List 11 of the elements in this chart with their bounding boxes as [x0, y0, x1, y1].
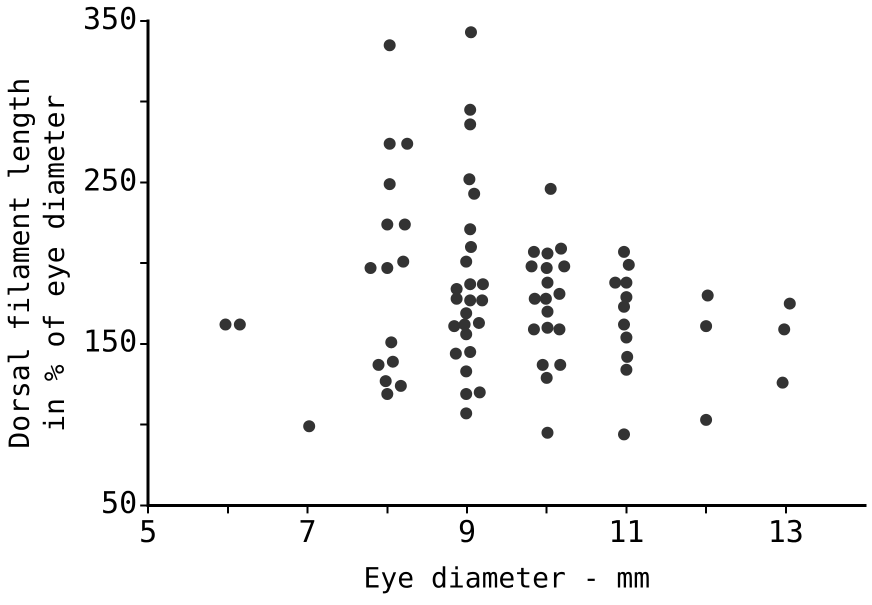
- y-tick-label: 350: [82, 2, 138, 37]
- x-axis-title: Eye diameter - mm: [364, 561, 650, 594]
- y-axis-title: Dorsal filament length in % of eye diameter: [2, 78, 71, 449]
- x-tick-label: 7: [298, 515, 317, 550]
- x-tick-label: 11: [608, 515, 644, 550]
- x-tick-label: 9: [458, 515, 476, 550]
- y-tick-label: 150: [82, 324, 138, 360]
- y-tick-label: 50: [101, 486, 138, 522]
- x-tick-label: 13: [768, 515, 804, 550]
- y-tick-label: 250: [82, 163, 138, 198]
- x-tick-label: 5: [139, 515, 158, 550]
